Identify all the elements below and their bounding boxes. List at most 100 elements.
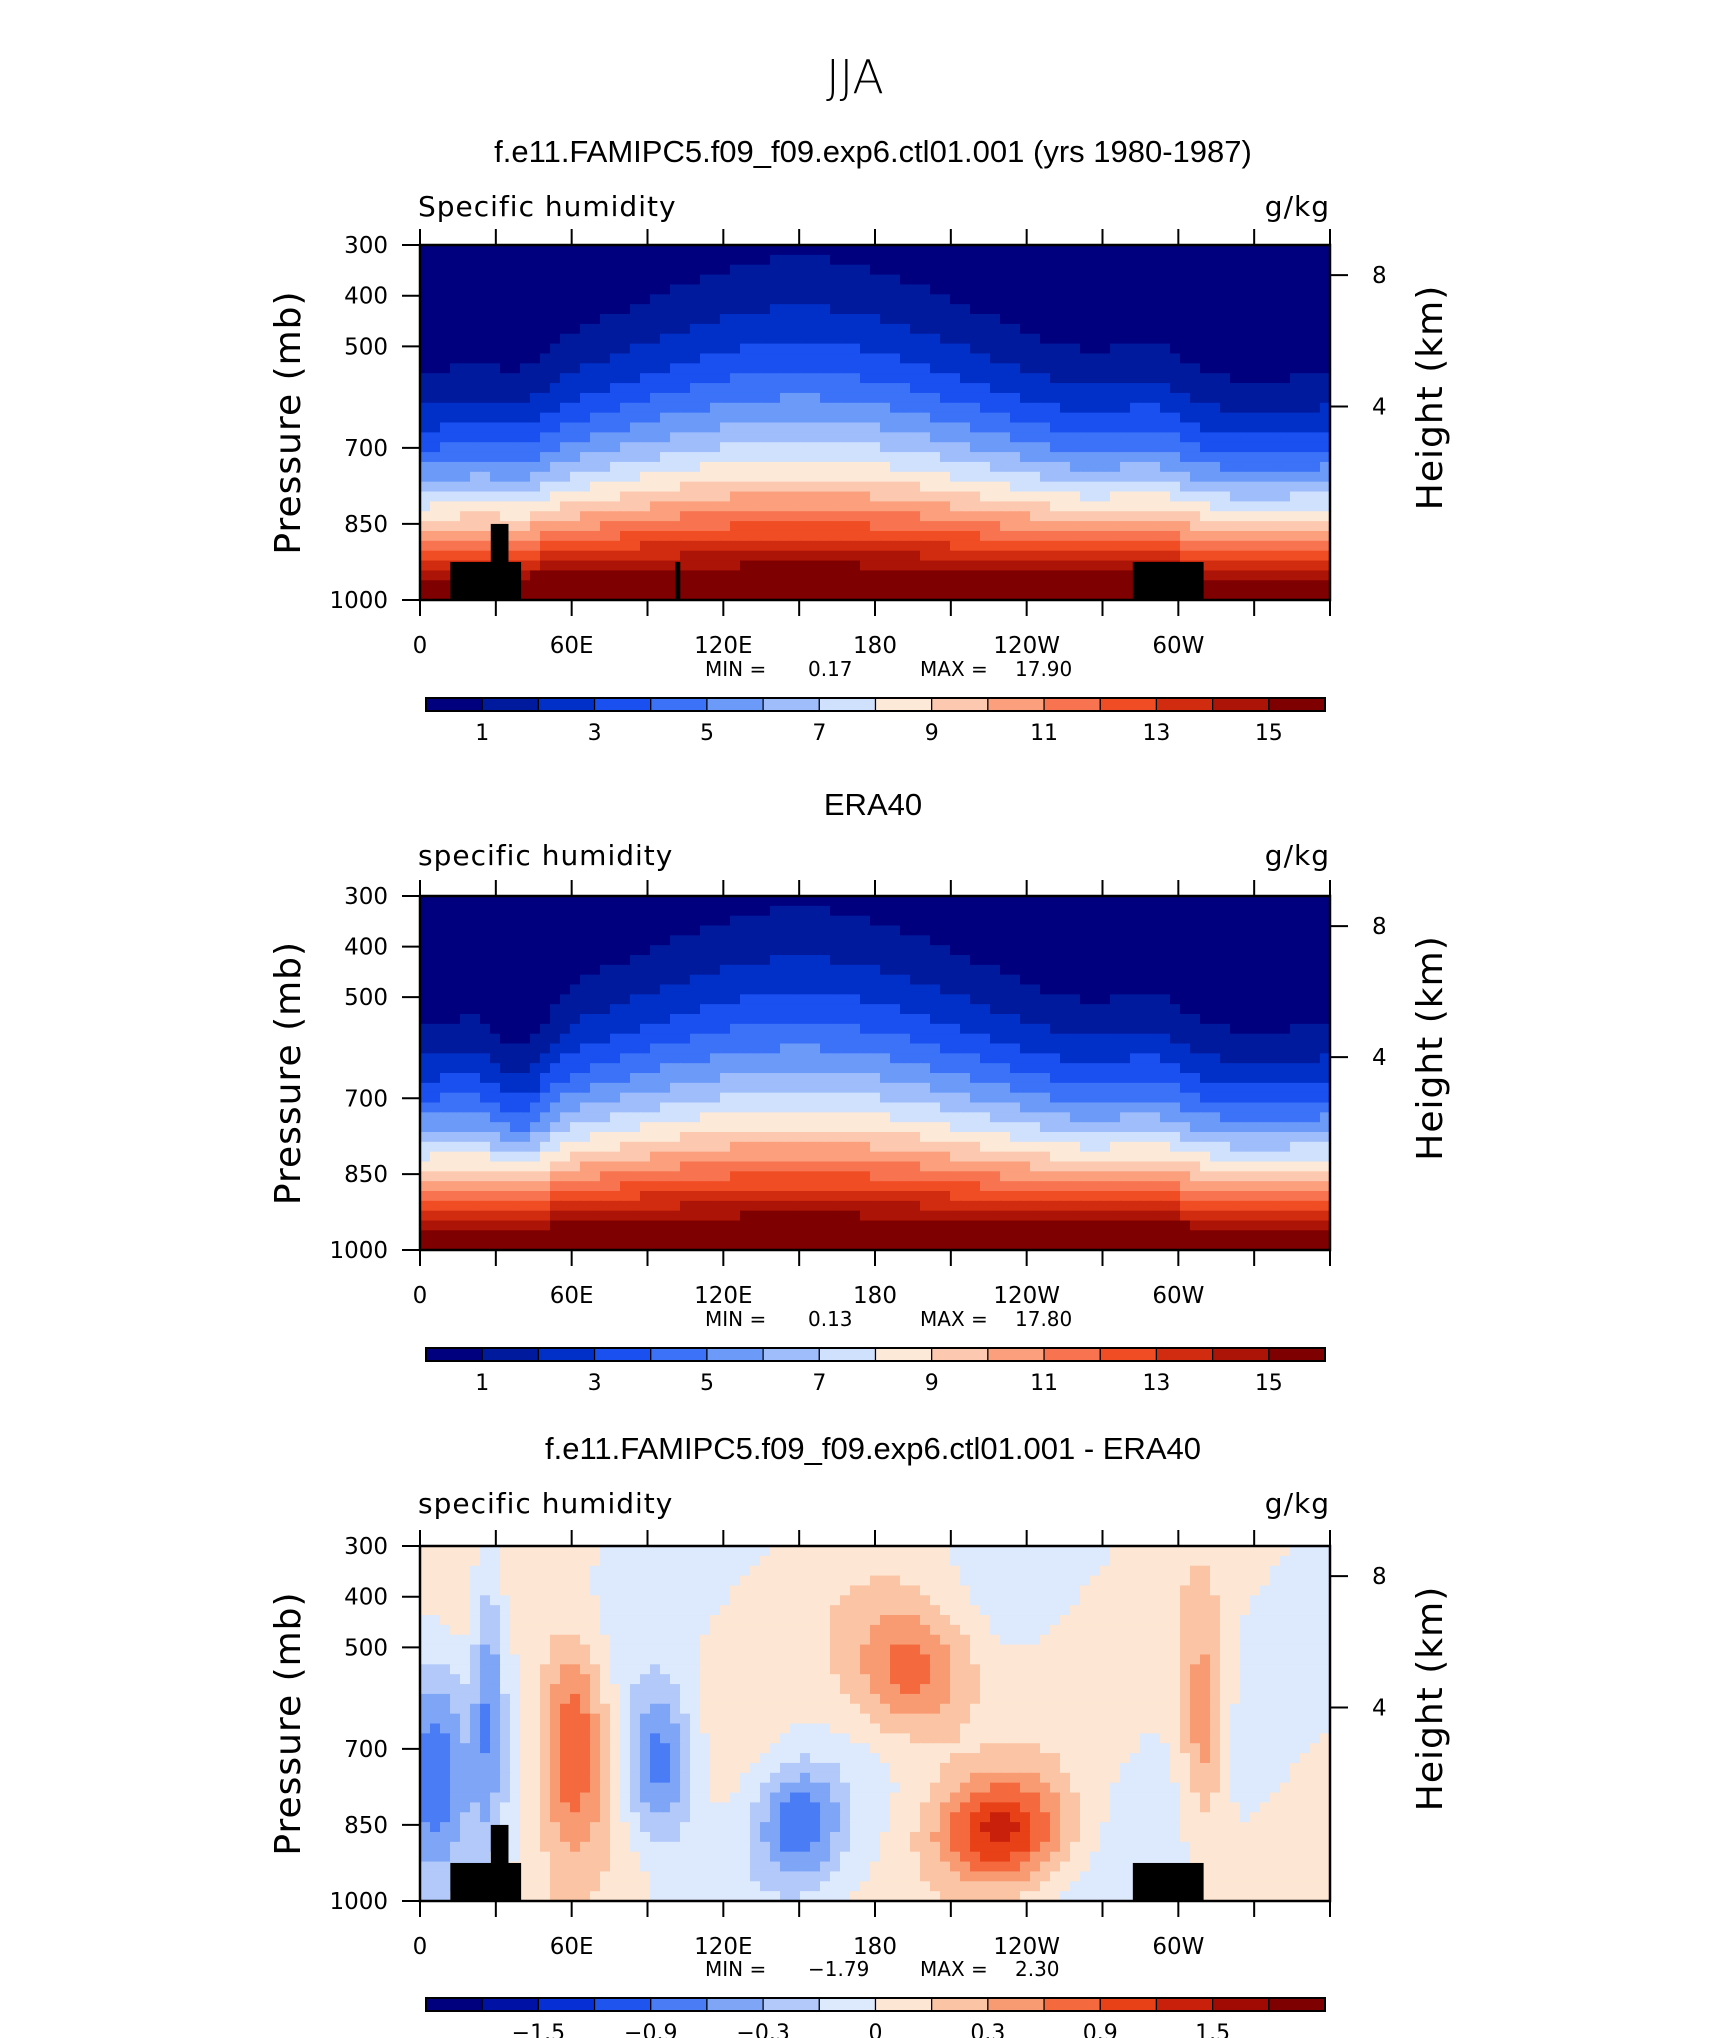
field-cell bbox=[580, 245, 591, 256]
field-cell bbox=[580, 1043, 591, 1054]
field-cell bbox=[890, 994, 901, 1005]
field-cell bbox=[1160, 471, 1171, 483]
field-cell bbox=[610, 521, 621, 532]
field-cell bbox=[1160, 955, 1171, 966]
field-cell bbox=[720, 530, 731, 542]
field-cell bbox=[1280, 590, 1291, 601]
field-cell bbox=[480, 1033, 491, 1045]
field-cell bbox=[1310, 392, 1321, 404]
field-cell bbox=[1080, 422, 1091, 433]
field-cell bbox=[530, 550, 541, 562]
field-cell bbox=[870, 1063, 881, 1074]
field-cell bbox=[700, 343, 711, 355]
field-cell bbox=[1000, 422, 1011, 433]
field-cell bbox=[990, 1014, 1001, 1025]
field-cell bbox=[1150, 994, 1161, 1005]
field-cell bbox=[710, 264, 721, 276]
field-cell bbox=[670, 580, 681, 591]
field-cell bbox=[960, 945, 971, 956]
field-cell bbox=[600, 560, 611, 572]
field-cell bbox=[1320, 955, 1331, 966]
field-cell bbox=[580, 945, 591, 956]
field-cell bbox=[740, 314, 751, 325]
field-cell bbox=[530, 304, 541, 315]
field-cell bbox=[650, 245, 661, 256]
field-cell bbox=[920, 935, 931, 946]
field-cell bbox=[500, 412, 511, 424]
field-cell bbox=[1100, 501, 1111, 512]
field-cell bbox=[1320, 274, 1331, 286]
field-cell bbox=[860, 530, 871, 542]
field-cell bbox=[840, 570, 851, 581]
field-cell bbox=[700, 570, 711, 581]
field-cell bbox=[1200, 974, 1211, 986]
field-cell bbox=[690, 1023, 701, 1035]
field-cell bbox=[520, 1063, 531, 1074]
field-cell bbox=[1070, 905, 1081, 917]
field-cell bbox=[670, 925, 681, 936]
field-cell bbox=[1250, 284, 1261, 295]
field-cell bbox=[460, 442, 471, 453]
field-cell bbox=[1270, 955, 1281, 966]
field-cell bbox=[1190, 343, 1201, 355]
field-cell bbox=[1220, 481, 1231, 493]
field-cell bbox=[1040, 1014, 1051, 1025]
field-cell bbox=[870, 984, 881, 995]
field-cell bbox=[810, 383, 821, 394]
field-cell bbox=[550, 590, 561, 601]
field-cell bbox=[1120, 304, 1131, 315]
field-cell bbox=[1170, 530, 1181, 542]
field-cell bbox=[610, 1063, 621, 1074]
terrain-mask bbox=[490, 523, 509, 600]
field-cell bbox=[590, 580, 601, 591]
field-cell bbox=[1150, 955, 1161, 966]
field-cell bbox=[1000, 442, 1011, 453]
field-cell bbox=[1010, 915, 1021, 927]
field-cell bbox=[1110, 935, 1121, 946]
field-cell bbox=[1030, 1004, 1041, 1015]
field-cell bbox=[970, 994, 981, 1005]
field-cell bbox=[880, 471, 891, 483]
field-cell bbox=[1200, 254, 1211, 266]
field-cell bbox=[760, 580, 771, 591]
field-cell bbox=[1050, 432, 1061, 443]
field-cell bbox=[810, 570, 821, 581]
field-cell bbox=[820, 432, 831, 443]
field-cell bbox=[490, 373, 501, 384]
field-cell bbox=[1190, 461, 1201, 473]
field-cell bbox=[1050, 964, 1061, 976]
field-cell bbox=[1150, 964, 1161, 976]
field-cell bbox=[630, 1053, 641, 1064]
field-cell bbox=[870, 442, 881, 453]
field-cell bbox=[480, 964, 491, 976]
field-cell bbox=[910, 501, 921, 512]
field-cell bbox=[970, 323, 981, 335]
field-cell bbox=[780, 392, 791, 404]
field-cell bbox=[740, 511, 751, 522]
field-cell bbox=[920, 1014, 931, 1025]
field-cell bbox=[1160, 550, 1171, 562]
field-cell bbox=[930, 363, 941, 374]
field-cell bbox=[1060, 442, 1071, 453]
field-cell bbox=[1060, 274, 1071, 286]
field-cell bbox=[1190, 530, 1201, 542]
field-cell bbox=[1290, 905, 1301, 917]
field-cell bbox=[1060, 550, 1071, 562]
field-cell bbox=[640, 471, 651, 483]
field-cell bbox=[1230, 461, 1241, 473]
field-cell bbox=[850, 274, 861, 286]
field-cell bbox=[760, 896, 771, 907]
field-cell bbox=[1050, 590, 1061, 601]
field-cell bbox=[460, 392, 471, 404]
field-cell bbox=[550, 905, 561, 917]
field-cell bbox=[640, 896, 651, 907]
panel-1-field bbox=[420, 245, 1331, 601]
field-cell bbox=[560, 274, 571, 286]
field-cell bbox=[420, 1053, 431, 1064]
field-cell bbox=[660, 412, 671, 424]
field-cell bbox=[1170, 915, 1181, 927]
field-cell bbox=[540, 1063, 551, 1074]
field-cell bbox=[1310, 1023, 1321, 1035]
field-cell bbox=[1110, 945, 1121, 956]
field-cell bbox=[520, 452, 531, 463]
